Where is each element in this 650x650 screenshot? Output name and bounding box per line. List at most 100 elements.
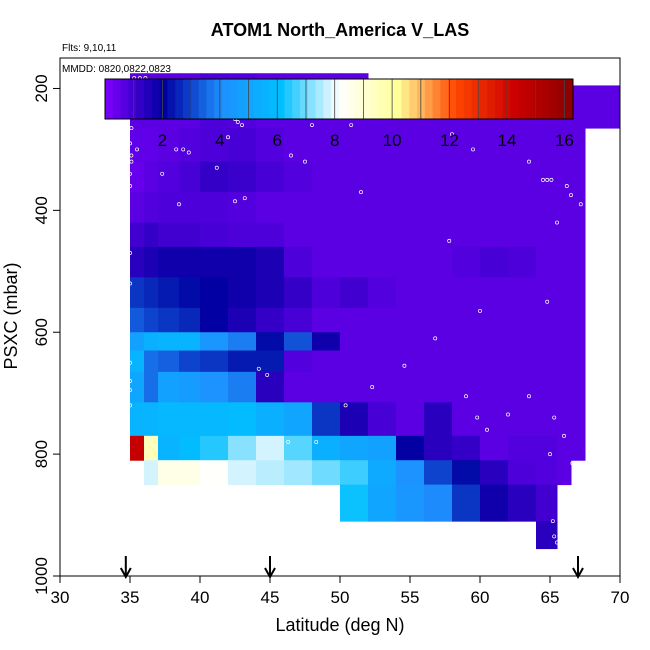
heatmap-cell-3-6 <box>179 277 201 309</box>
heatmap-cell-14-14 <box>480 484 509 522</box>
x-tick-label-3: 45 <box>261 588 280 607</box>
heatmap-cell-16-14 <box>536 484 558 522</box>
y-axis: 200 400 600 800 1000 <box>32 74 60 595</box>
colorbar <box>104 78 574 120</box>
heatmap-cell-15-8 <box>508 332 537 352</box>
heatmap-cell-18-0 <box>571 85 586 129</box>
colorbar-segment-34 <box>370 79 379 119</box>
heatmap-cell-18-2 <box>571 161 586 193</box>
sample-point-84 <box>550 519 555 524</box>
colorbar-segment-28 <box>323 79 332 119</box>
sample-point-68 <box>570 461 575 466</box>
sample-point-82 <box>303 159 307 164</box>
sample-point-78 <box>256 366 261 371</box>
heatmap-cell-14-10 <box>480 371 509 403</box>
heatmap-cell-7-10 <box>284 371 313 403</box>
colorbar-segment-5 <box>144 79 153 119</box>
heatmap-cell-0-11 <box>130 402 145 437</box>
heatmap-cell-16-15 <box>536 521 558 550</box>
colorbar-tick-label-7: 16 <box>555 131 574 150</box>
heatmap-cell-5-2 <box>228 161 257 193</box>
heatmap-cell-15-5 <box>508 246 537 278</box>
colorbar-segment-8 <box>167 79 176 119</box>
heatmap-cell-17-2 <box>557 161 572 193</box>
heatmap-cell-4-4 <box>200 222 229 248</box>
heatmap-cell-7-8 <box>284 332 313 352</box>
heatmap-cell-2-13 <box>158 460 180 486</box>
heatmap-cell-14-4 <box>480 222 509 248</box>
sample-point-29 <box>226 135 230 140</box>
colorbar-segment-42 <box>432 79 441 119</box>
heatmap-cell-2-5 <box>158 246 180 278</box>
heatmap-cell-13-8 <box>452 332 481 352</box>
colorbar-segment-15 <box>222 79 231 119</box>
colorbar-segment-50 <box>495 79 504 119</box>
sample-point-8 <box>129 126 134 131</box>
colorbar-segment-41 <box>424 79 433 119</box>
sample-point-59 <box>578 202 583 207</box>
heatmap-cell-12-4 <box>424 222 453 248</box>
colorbar-segment-43 <box>440 79 449 119</box>
sample-point-79 <box>265 372 270 377</box>
heatmap-cell-14-7 <box>480 307 509 333</box>
x-tick-label-8: 70 <box>611 588 630 607</box>
colorbar-segment-54 <box>526 79 535 119</box>
heatmap-cell-9-13 <box>340 460 369 486</box>
heatmap-cell-11-6 <box>396 277 425 309</box>
colorbar-tick-label-1: 4 <box>215 131 224 150</box>
heatmap-cell-6-11 <box>256 402 285 437</box>
heatmap-cell-17-5 <box>557 246 572 278</box>
heatmap-cell-2-3 <box>158 192 180 224</box>
heatmap-cell-6-13 <box>256 460 285 486</box>
heatmap-cell-1-11 <box>144 402 159 437</box>
sample-point-53 <box>527 159 531 164</box>
heatmap-cell-2-12 <box>158 435 180 461</box>
heatmap-cell-17-9 <box>557 350 572 373</box>
sample-point-74 <box>370 385 375 390</box>
heatmap-cell-3-12 <box>179 435 201 461</box>
x-tick-label-0: 30 <box>51 588 70 607</box>
colorbar-segment-39 <box>409 79 418 119</box>
heatmap-cell-14-2 <box>480 161 509 193</box>
colorbar-segment-14 <box>214 79 223 119</box>
heatmap-cell-5-9 <box>228 350 257 373</box>
heatmap-cell-7-12 <box>284 435 313 461</box>
latitude-arrows <box>119 556 584 580</box>
heatmap-cell-14-13 <box>480 460 509 486</box>
heatmap-cell-18-12 <box>571 435 586 461</box>
heatmap-cell-7-2 <box>284 161 313 193</box>
colorbar-segment-26 <box>307 79 316 119</box>
heatmap-cell-10-11 <box>368 402 397 437</box>
colorbar-segment-11 <box>190 79 199 119</box>
colorbar-segment-12 <box>198 79 207 119</box>
heatmap-cell-13-9 <box>452 350 481 373</box>
heatmap-cell-16-12 <box>536 435 558 461</box>
heatmap-cell-13-13 <box>452 460 481 486</box>
heatmap-cell-11-1 <box>396 128 425 163</box>
heatmap-cell-1-8 <box>144 332 159 352</box>
colorbar-segment-35 <box>378 79 387 119</box>
heatmap-cell-4-3 <box>200 192 229 224</box>
heatmap-cell-13-14 <box>452 484 481 522</box>
heatmap-cell-19-0 <box>585 85 621 129</box>
x-tick-label-1: 35 <box>121 588 140 607</box>
sample-point-90 <box>527 394 531 399</box>
colorbar-segment-25 <box>300 79 309 119</box>
heatmap-cell-11-12 <box>396 435 425 461</box>
heatmap-cell-8-13 <box>312 460 341 486</box>
heatmap-cell-10-1 <box>368 128 397 163</box>
heatmap-cell-4-6 <box>200 277 229 309</box>
sample-point-9 <box>128 141 132 146</box>
heatmap-cell-15-11 <box>508 402 537 437</box>
heatmap-cell-6-3 <box>256 192 285 224</box>
sample-point-46 <box>450 132 454 137</box>
sample-point-17 <box>128 360 132 365</box>
heatmap-cell-16-6 <box>536 277 558 309</box>
sample-point-65 <box>545 299 550 304</box>
heatmap-cell-9-3 <box>340 192 369 224</box>
heatmap-cell-0-1 <box>130 128 145 163</box>
heatmap-cell-13-12 <box>452 435 481 461</box>
heatmap-cell-6-9 <box>256 350 285 373</box>
sample-point-58 <box>569 193 573 198</box>
colorbar-segment-20 <box>261 79 270 119</box>
